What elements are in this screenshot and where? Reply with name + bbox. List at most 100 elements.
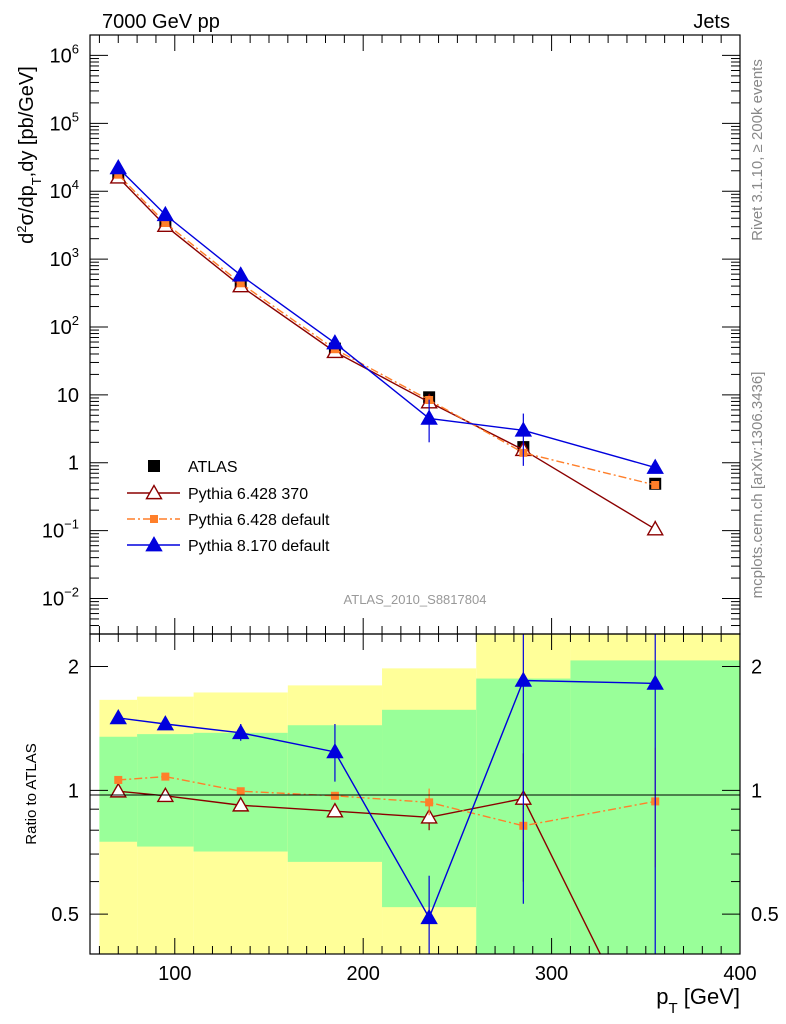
legend-marker-data [148, 460, 160, 472]
top-point-p6_def [161, 219, 170, 228]
y-tick-exponent: 3 [72, 245, 79, 260]
y-tick-label: 104 [50, 177, 79, 203]
ratio-point-p8_def [420, 908, 438, 925]
ratio-y-tick-label-left: 1 [68, 780, 79, 802]
ratio-point-p6_def [236, 787, 245, 796]
ylabel-sigma: σ/dp [16, 185, 38, 225]
xlabel-sub: T [668, 1000, 677, 1017]
y-tick-exponent: −2 [64, 585, 79, 600]
legend-label-p6_370: Pythia 6.428 370 [188, 486, 308, 503]
ylabel-d: d [16, 233, 38, 244]
x-tick-label: 200 [347, 963, 380, 985]
ratio-point-p8_def [646, 674, 664, 690]
y-tick-exponent: 6 [72, 41, 79, 56]
y-tick-exponent: 2 [72, 313, 79, 328]
top-point-p8_def [646, 458, 664, 474]
ratio-y-tick-label-right: 0.5 [751, 904, 779, 926]
analysis-label: ATLAS_2010_S8817804 [344, 592, 487, 607]
xlabel-p: p [656, 984, 668, 1009]
ratio-point-p6_def [330, 791, 339, 800]
legend: ATLAS Pythia 6.428 370 Pythia 6.428 defaul… [127, 459, 330, 555]
ratio-point-p8_def [232, 723, 250, 740]
y-tick-base: 10 [57, 385, 79, 407]
y-tick-label: 102 [50, 313, 79, 339]
y-tick-base: 10 [50, 181, 72, 203]
ratio-point-p6_def [114, 775, 123, 784]
legend-label-p6_def: Pythia 6.428 default [188, 512, 330, 529]
x-tick-label: 100 [158, 963, 191, 985]
xlabel-unit: [GeV] [678, 984, 740, 1009]
ylabel-sub: T [29, 177, 44, 185]
ratio-y-axis-label: Ratio to ATLAS [23, 743, 40, 844]
top-line-p6_def [117, 174, 656, 486]
ratio-point-p6_370 [420, 808, 438, 824]
y-tick-base: 10 [50, 249, 72, 271]
y-tick-base: 1 [68, 453, 79, 475]
ratio-point-p6_370 [326, 802, 344, 818]
legend-label-p8_def: Pythia 8.170 default [188, 538, 330, 555]
y-tick-base: 10 [42, 521, 64, 543]
ylabel-exp: 2 [14, 225, 29, 232]
y-tick-base: 10 [50, 317, 72, 339]
top-point-p6_def [651, 480, 660, 489]
ratio-y-tick-label-right: 1 [751, 780, 762, 802]
y-tick-label: 103 [50, 245, 79, 271]
top-point-p8_def [420, 409, 438, 425]
ratio-point-p8_def [156, 715, 175, 731]
mcplots-credit-text: mcplots.cern.ch [arXiv:1306.3436] [749, 372, 766, 599]
ratio-y-tick-label-left: 0.5 [51, 904, 79, 926]
x-tick-label: 400 [723, 963, 756, 985]
top-line-p8_def [117, 167, 656, 469]
ratio-point-p8_def [326, 743, 344, 759]
top-series-p8_def [109, 159, 664, 474]
top-point-p8_def [232, 266, 250, 282]
ratio-point-p6_def [425, 798, 434, 807]
top-y-axis-label: d2σ/dpT,dy [pb/GeV] [14, 66, 44, 244]
y-tick-base: 10 [50, 45, 72, 67]
y-tick-exponent: 4 [72, 177, 79, 192]
ratio-point-p6_370 [109, 782, 127, 798]
y-tick-exponent: 5 [72, 109, 79, 124]
series-layer [109, 159, 664, 954]
legend-marker-p6_def [150, 515, 158, 523]
y-tick-label: 106 [50, 41, 79, 67]
ratio-panel-frame [89, 633, 741, 955]
uncertainty-bands [99, 634, 740, 954]
ratio-series-p8_def [109, 634, 664, 954]
ratio-y-tick-label-left: 2 [68, 657, 79, 679]
top-series-p6_370 [109, 168, 664, 536]
ratio-point-p6_370 [232, 796, 250, 812]
y-tick-base: 10 [50, 113, 72, 135]
top-line-p6_370 [117, 176, 656, 530]
header-right-title: Jets [693, 11, 730, 33]
x-tick-label: 300 [535, 963, 568, 985]
y-tick-label: 10−2 [42, 585, 79, 611]
top-point-p8_def [514, 421, 533, 437]
ratio-point-p8_def [514, 671, 533, 687]
header-left-title: 7000 GeV pp [102, 11, 220, 33]
ratio-y-tick-label-right: 2 [751, 657, 762, 679]
y-tick-label: 1 [68, 453, 79, 475]
top-point-p6_def [114, 170, 123, 179]
top-point-p6_def [236, 279, 245, 288]
legend-label-data: ATLAS [188, 459, 238, 476]
y-tick-label: 10−1 [42, 517, 79, 543]
legend-marker-p6_370 [145, 484, 163, 500]
top-point-p8_def [326, 334, 344, 350]
y-tick-base: 10 [42, 589, 64, 611]
top-series-data [112, 170, 662, 490]
top-point-p6_370 [646, 520, 664, 536]
top-series-p6_def [114, 170, 660, 489]
y-tick-label: 105 [50, 109, 79, 135]
top-point-p8_def [109, 159, 127, 175]
y-tick-label: 10 [57, 385, 79, 407]
x-axis-label: pT [GeV] [656, 984, 740, 1017]
ylabel-tail: ,dy [pb/GeV] [16, 66, 38, 177]
legend-marker-p8_def [145, 536, 163, 552]
ratio-point-p8_def [109, 709, 127, 725]
ratio-panel-ticks: 0.5 0.5 1 1 2 2 100 200 300 400 [51, 634, 779, 985]
y-tick-exponent: −1 [64, 517, 79, 532]
rivet-version-text: Rivet 3.1.10, ≥ 200k events [749, 59, 766, 241]
